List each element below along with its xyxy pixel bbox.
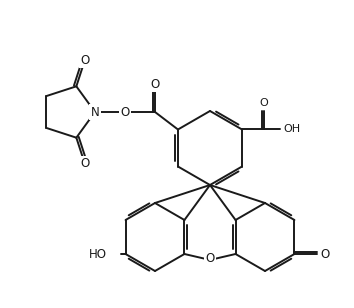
Text: O: O xyxy=(120,106,130,119)
Text: O: O xyxy=(80,157,89,170)
Text: OH: OH xyxy=(284,124,301,135)
Text: N: N xyxy=(91,106,99,119)
Text: O: O xyxy=(150,78,160,91)
Text: O: O xyxy=(80,54,89,67)
Text: O: O xyxy=(321,248,330,261)
Text: O: O xyxy=(260,99,268,108)
Text: O: O xyxy=(205,253,215,265)
Text: HO: HO xyxy=(88,248,107,261)
